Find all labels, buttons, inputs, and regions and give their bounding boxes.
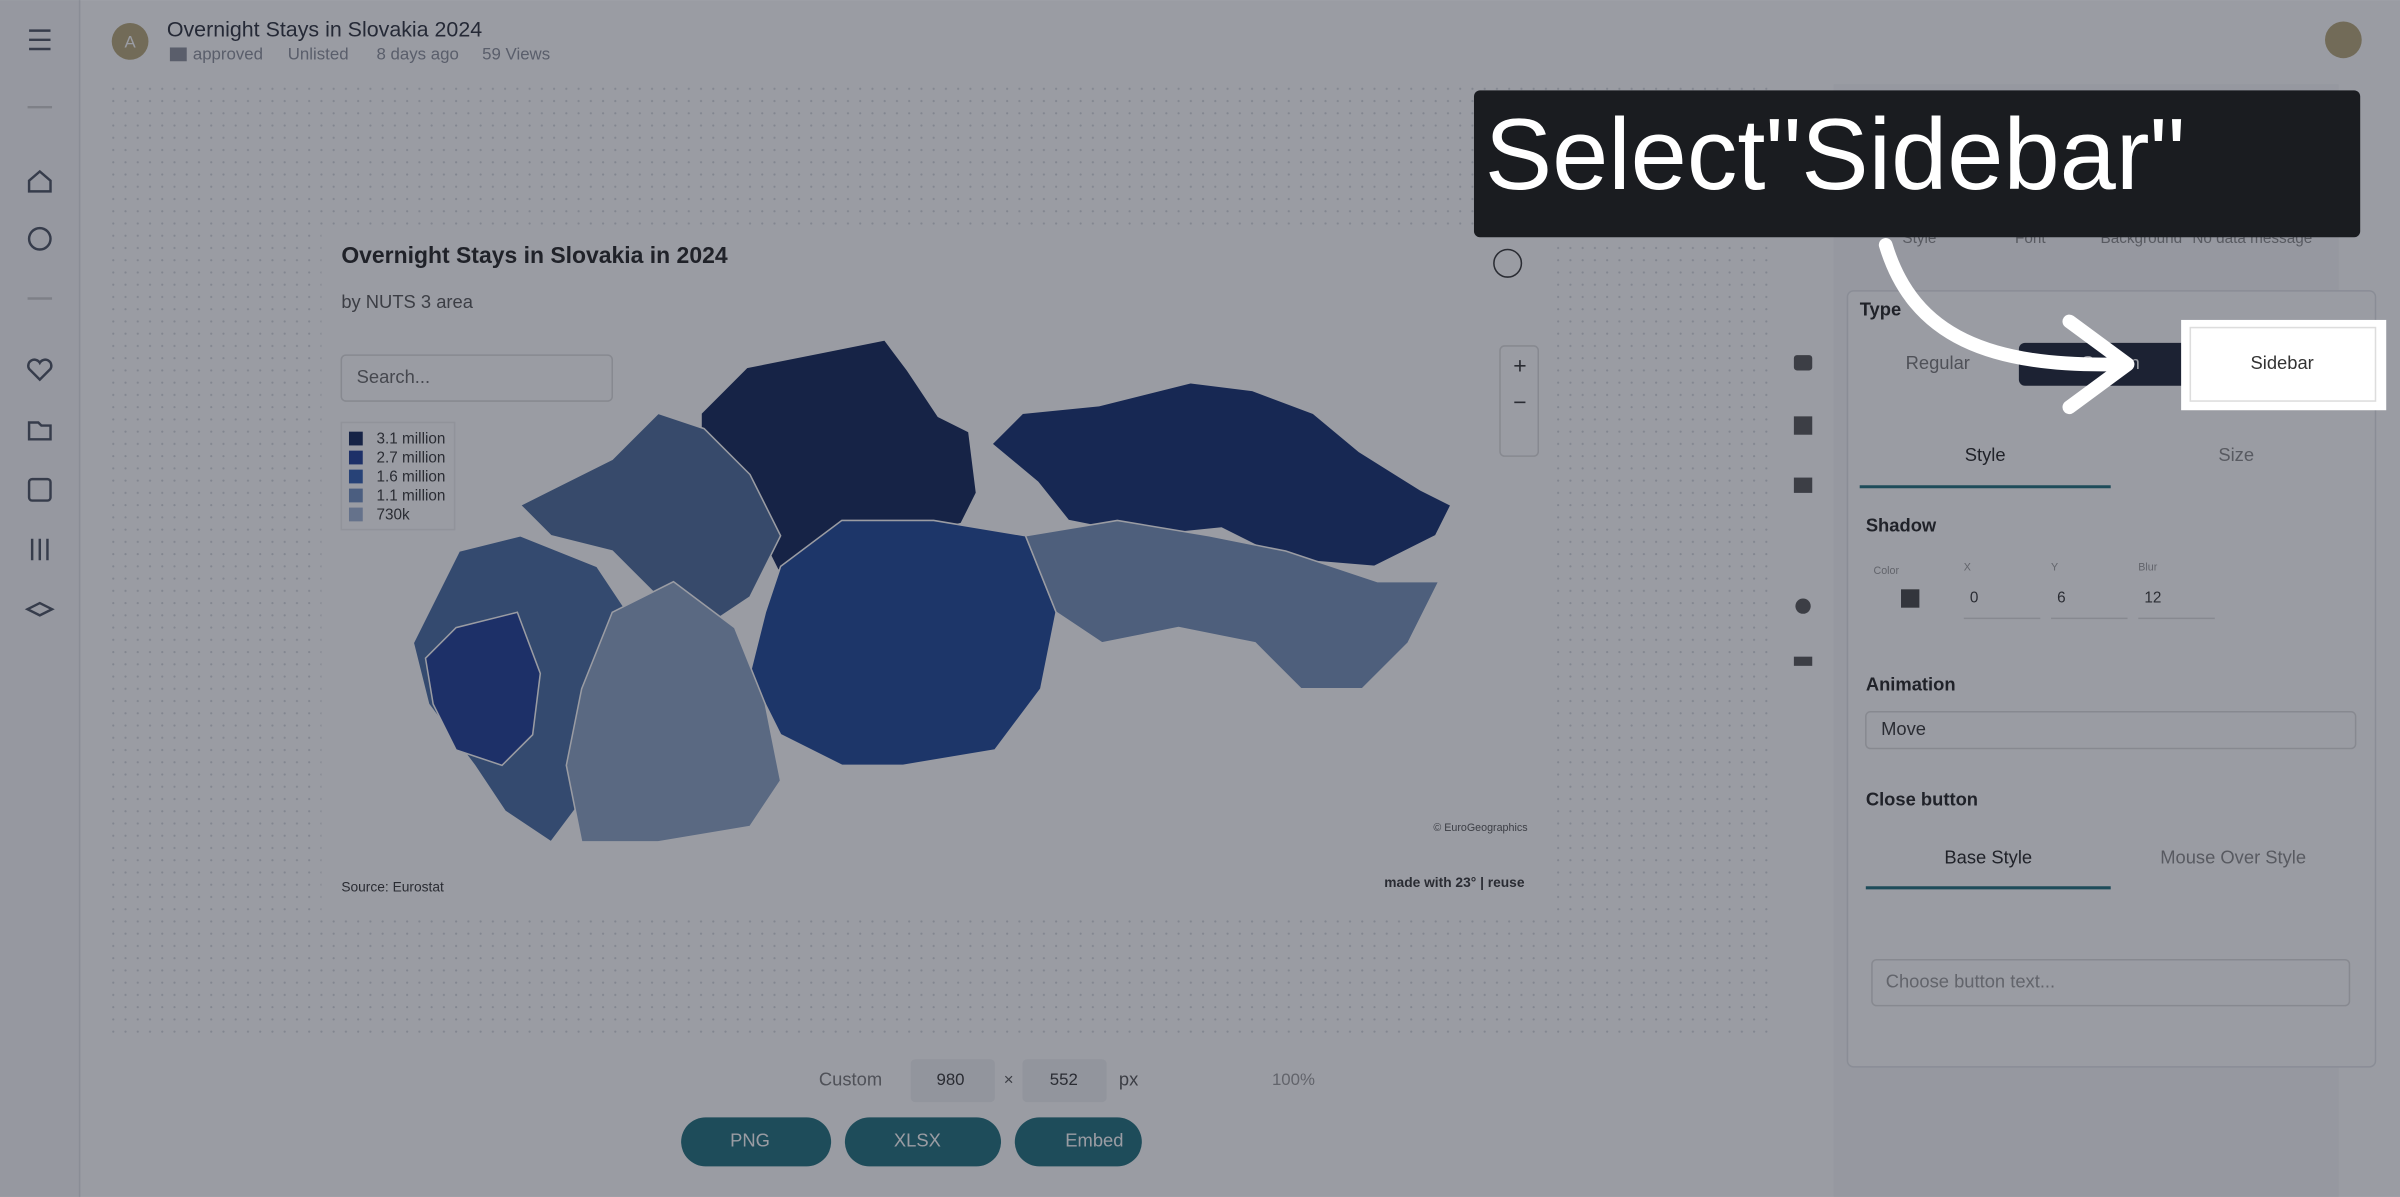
favorites-icon[interactable] — [27, 358, 53, 382]
visibility: Unlisted — [288, 45, 349, 64]
arrow — [1878, 238, 2127, 372]
mouse-over-tab[interactable]: Mouse Over Style — [2160, 847, 2306, 868]
color-swatch[interactable] — [1901, 589, 1920, 608]
title: Overnight Stays in Slovakia 2024 — [167, 17, 482, 41]
settings-icon[interactable] — [30, 538, 49, 561]
legend-swatch — [348, 488, 363, 503]
tooltip — [1473, 90, 2361, 238]
width: 980 — [936, 1070, 964, 1089]
views: 59 Views — [482, 45, 550, 64]
embed-label: Embed — [1065, 1130, 1123, 1151]
close-button-label: Close button — [1866, 788, 1978, 809]
button-text-placeholder: Choose button text... — [1886, 971, 2055, 992]
color-label: Color — [1873, 565, 1899, 577]
map-credit: © EuroGeographics — [1433, 822, 1527, 834]
type-regular[interactable]: Regular — [1906, 352, 1970, 373]
animation-value: Move — [1881, 718, 1926, 739]
search-box[interactable] — [340, 354, 614, 402]
age: 8 days ago — [377, 45, 459, 64]
legend-label: 730k — [377, 506, 411, 523]
tooltip-text: Select"Sidebar" — [1485, 99, 2186, 211]
subtab-style[interactable]: Style — [1965, 444, 2006, 465]
legend-label: 2.7 million — [377, 449, 446, 466]
arrow-head — [2062, 314, 2135, 415]
legend-swatch — [348, 450, 363, 465]
map-title: Overnight Stays in Slovakia in 2024 — [341, 242, 728, 268]
made-with[interactable]: made with 23° | reuse — [1384, 875, 1525, 890]
preset[interactable]: Custom — [819, 1068, 882, 1089]
shadow-field-label: Blur — [2138, 562, 2157, 574]
legend-label: 3.1 million — [377, 430, 446, 447]
width-input[interactable] — [910, 1059, 995, 1103]
popup-settings — [1846, 290, 2377, 1068]
png-button[interactable] — [681, 1117, 832, 1167]
legend-swatch — [348, 507, 363, 522]
map-source: Source: Eurostat — [341, 879, 444, 894]
folder[interactable]: approved — [193, 45, 263, 64]
region[interactable] — [565, 580, 782, 843]
height: 552 — [1050, 1070, 1078, 1089]
shadow-field-value: 12 — [2144, 590, 2161, 607]
map-regions — [412, 338, 1453, 843]
base-style-tab[interactable]: Base Style — [1944, 847, 2032, 868]
shadow-field-label: X — [1964, 562, 1971, 574]
menu-icon[interactable] — [29, 29, 51, 51]
region[interactable] — [424, 611, 542, 767]
left-nav — [0, 0, 80, 1197]
xlsx-label: XLSX — [894, 1130, 941, 1151]
map-subtitle: by NUTS 3 area — [341, 291, 473, 312]
legend-label: 1.6 million — [377, 468, 446, 485]
folder-icon[interactable] — [27, 421, 52, 441]
legend-label: 1.1 million — [377, 487, 446, 504]
xlsx-button[interactable] — [844, 1117, 1002, 1167]
avatar-letter: A — [124, 32, 136, 51]
images-icon[interactable] — [27, 477, 52, 502]
button-text-input[interactable] — [1871, 958, 2351, 1007]
png-label: PNG — [730, 1130, 770, 1151]
animation-select[interactable] — [1865, 711, 2357, 750]
search-placeholder: Search... — [357, 366, 430, 387]
type-sidebar-label: Sidebar — [2251, 352, 2314, 373]
subtab-size[interactable]: Size — [2218, 444, 2254, 465]
legend-swatch — [348, 431, 363, 446]
avatar[interactable] — [111, 22, 149, 60]
legend-swatch — [348, 469, 363, 484]
zoom-out[interactable]: − — [1513, 389, 1526, 415]
times: × — [1004, 1070, 1014, 1089]
animation-label: Animation — [1866, 674, 1956, 695]
logo — [1493, 248, 1523, 278]
home-icon[interactable] — [27, 169, 52, 193]
shadow-field-label: Y — [2051, 562, 2058, 574]
type-sidebar[interactable] — [2189, 326, 2377, 402]
add-icon[interactable] — [27, 226, 52, 251]
region[interactable] — [1024, 519, 1441, 690]
zoom-controls — [1499, 345, 1540, 457]
shadow-field-value: 0 — [1970, 590, 1979, 607]
height-input[interactable] — [1022, 1059, 1107, 1103]
shadow-label: Shadow — [1866, 514, 1937, 535]
type-label: Type — [1860, 299, 1902, 320]
shadow-field-value: 6 — [2057, 590, 2066, 607]
unit: px — [1119, 1068, 1138, 1089]
user-avatar[interactable] — [2325, 21, 2362, 59]
folder-glyph — [169, 47, 187, 62]
zoom-in[interactable]: + — [1513, 352, 1526, 378]
embed-button[interactable] — [1014, 1117, 1142, 1167]
zoom: 100% — [1272, 1070, 1315, 1089]
learn-icon[interactable] — [24, 601, 55, 617]
